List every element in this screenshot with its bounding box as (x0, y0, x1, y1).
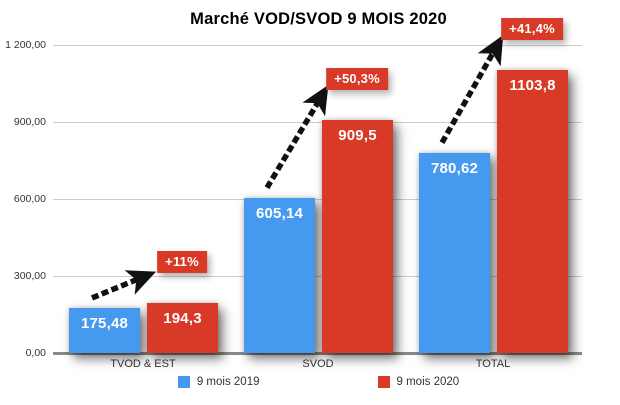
bar-2019: 605,14 (244, 198, 315, 353)
legend-item: 9 mois 2019 (177, 376, 260, 388)
bar-value-label: 1103,8 (509, 77, 556, 94)
bar-2019: 175,48 (69, 308, 140, 353)
growth-arrow-icon (264, 84, 329, 190)
category-label: TOTAL (475, 358, 511, 370)
bar-value-label: 175,48 (80, 315, 129, 332)
y-tick-label: 0,00 (25, 347, 46, 359)
category-label: SVOD (302, 358, 334, 370)
growth-badge: +41,4% (501, 18, 563, 40)
bar-2020: 194,3 (147, 303, 218, 353)
bar-2020: 909,5 (322, 120, 393, 353)
bar-value-label: 780,62 (430, 160, 479, 177)
legend-label: 9 mois 2020 (396, 376, 460, 388)
category-label: TVOD & EST (110, 358, 176, 370)
x-axis-line (53, 352, 582, 355)
chart-title: Marché VOD/SVOD 9 MOIS 2020 (190, 10, 447, 28)
growth-badge: +50,3% (326, 68, 388, 90)
y-tick-label: 600,00 (13, 193, 46, 205)
gridline (53, 45, 582, 46)
growth-arrow-icon (90, 270, 157, 301)
legend-swatch (377, 376, 390, 388)
growth-badge: +11% (157, 251, 207, 273)
y-tick-label: 1 200,00 (5, 39, 46, 51)
y-tick-label: 900,00 (13, 116, 46, 128)
legend-item: 9 mois 2020 (377, 376, 460, 388)
growth-arrow-icon (439, 34, 504, 145)
bar-value-label: 909,5 (338, 127, 377, 144)
bar-value-label: 194,3 (163, 310, 202, 327)
bar-2020: 1103,8 (497, 70, 568, 353)
gridline (53, 199, 582, 200)
legend-label: 9 mois 2019 (196, 376, 260, 388)
gridline (53, 276, 582, 277)
bar-2019: 780,62 (419, 153, 490, 353)
legend: 9 mois 2019 9 mois 2020 (55, 376, 582, 388)
legend-swatch (177, 376, 190, 388)
y-tick-label: 300,00 (13, 270, 46, 282)
bar-value-label: 605,14 (255, 205, 304, 222)
